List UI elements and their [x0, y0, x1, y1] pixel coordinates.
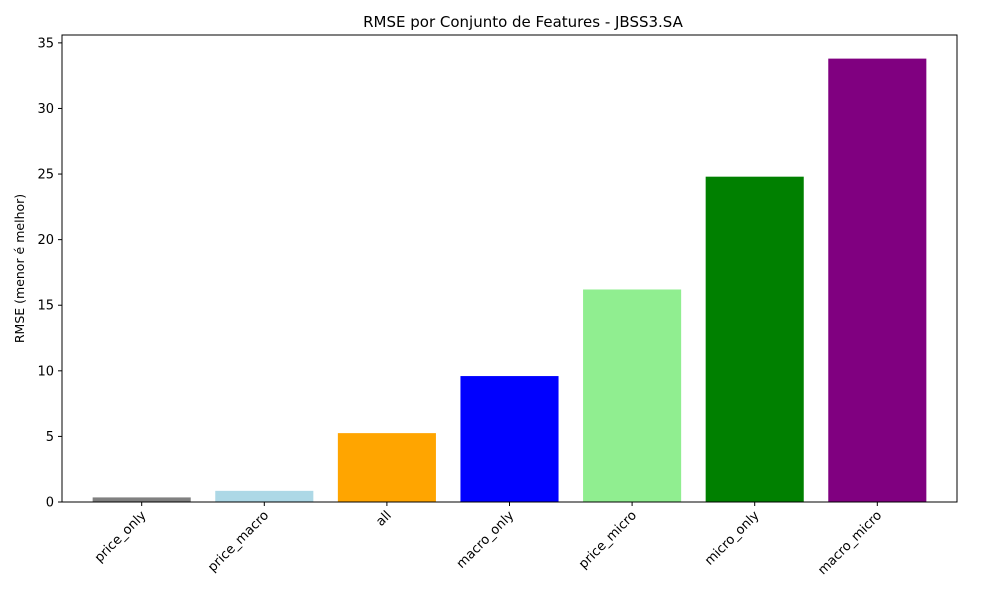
y-tick-label: 10 — [37, 364, 54, 379]
x-tick-label: price_only — [92, 508, 150, 566]
y-axis-label: RMSE (menor é melhor) — [12, 194, 27, 343]
bar-price-macro — [215, 490, 314, 502]
bar-price-micro — [583, 289, 682, 502]
bars — [92, 58, 927, 502]
y-tick-label: 20 — [37, 233, 54, 248]
y-axis: 0 5 10 15 20 25 30 35 — [37, 36, 62, 511]
x-tick-label: price_micro — [576, 508, 640, 572]
y-tick-label: 25 — [37, 168, 54, 183]
bar-micro-only — [705, 176, 804, 502]
bar-price-only — [92, 497, 191, 502]
y-tick-label: 35 — [37, 36, 54, 51]
plot-frame — [61, 34, 958, 503]
y-tick-label: 30 — [37, 102, 54, 117]
x-tick-label: macro_only — [454, 508, 518, 572]
y-tick-label: 5 — [46, 430, 54, 445]
x-tick-label: macro_micro — [815, 508, 885, 578]
x-tick-label: price_macro — [205, 508, 272, 575]
y-tick-label: 0 — [46, 496, 54, 511]
chart-title: RMSE por Conjunto de Features - JBSS3.SA — [363, 13, 683, 31]
bar-macro-only — [460, 376, 559, 502]
y-tick-label: 15 — [37, 299, 54, 314]
x-tick-label: all — [373, 508, 394, 529]
x-tick-label: micro_only — [702, 508, 763, 569]
x-axis: price_only price_macro all macro_only price_… — [92, 502, 885, 578]
bar-macro-micro — [828, 58, 927, 502]
bar-all — [337, 433, 436, 502]
